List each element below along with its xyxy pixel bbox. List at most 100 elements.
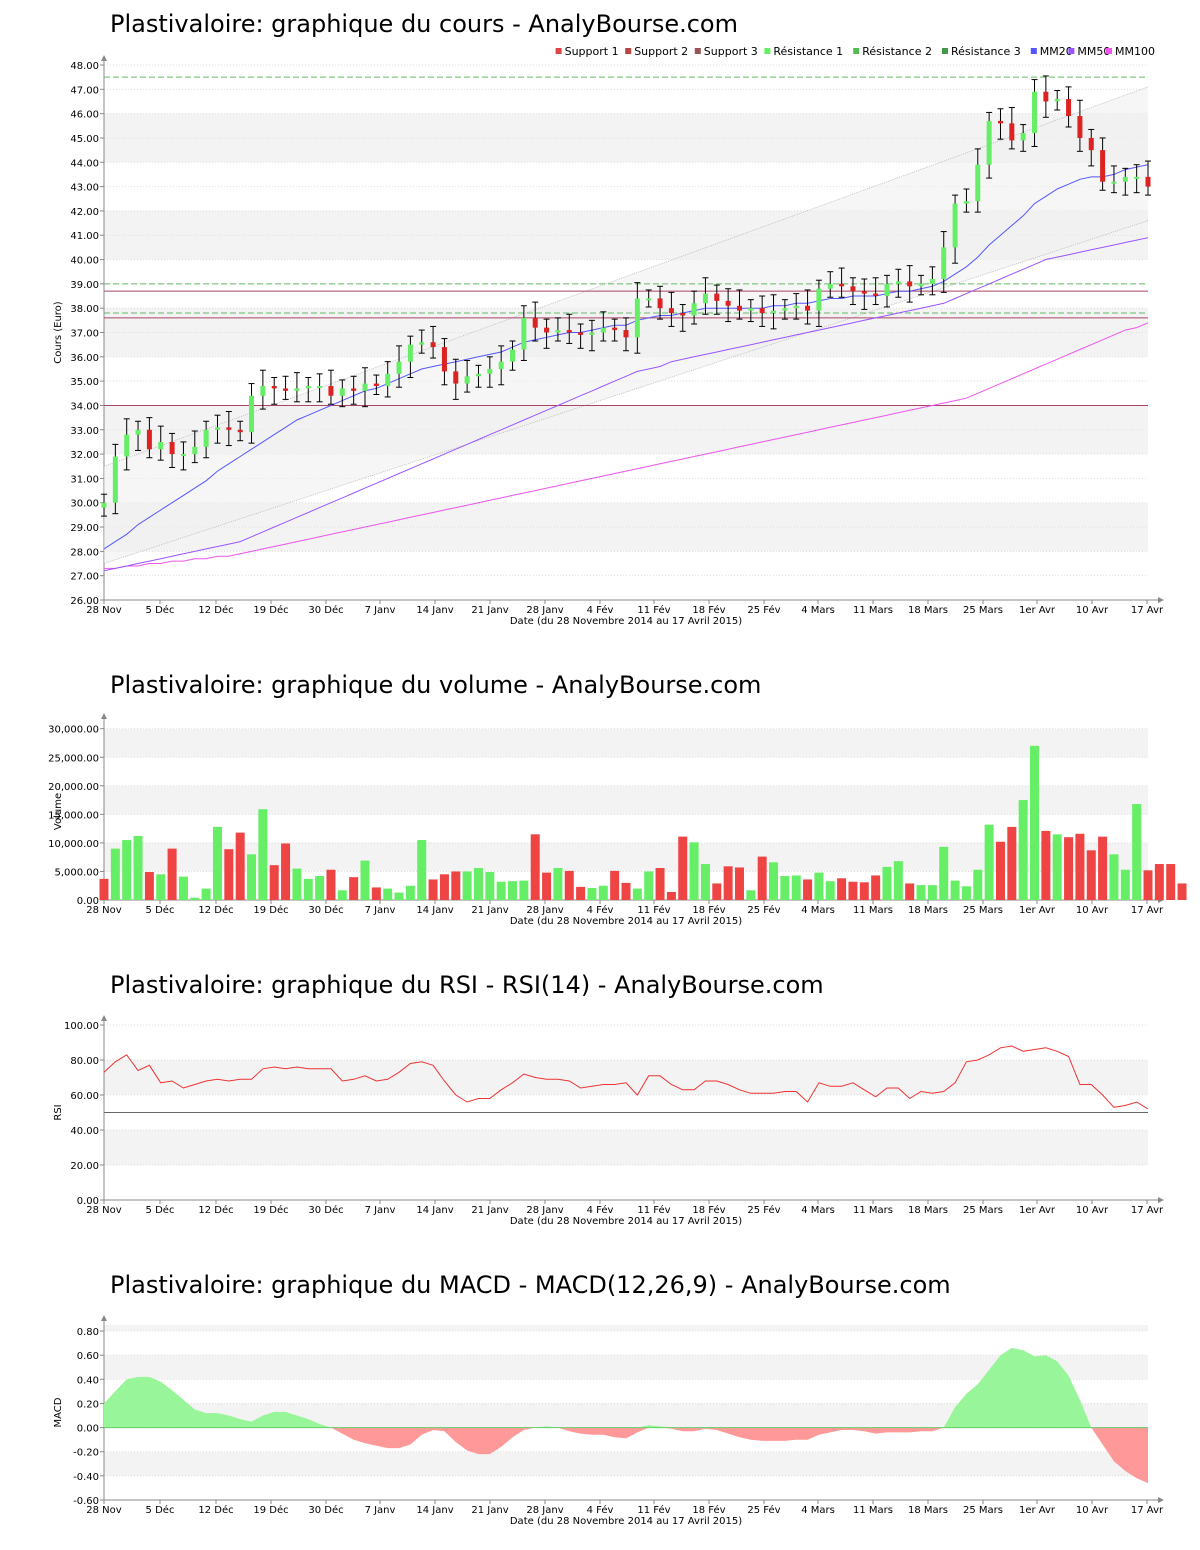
volume-bar: [1007, 826, 1017, 900]
price-y-tick-label: 36.00: [70, 353, 99, 364]
volume-bar: [224, 849, 234, 900]
volume-x-tick-label: 5 Déc: [146, 904, 175, 916]
macd-x-tick-label: 17 Avr: [1131, 1505, 1164, 1516]
volume-bar: [462, 871, 472, 900]
price-candle-body: [759, 308, 765, 314]
price-candle-body: [203, 429, 209, 447]
volume-bar: [700, 864, 710, 900]
volume-x-tick-label: 28 Nov: [86, 905, 122, 916]
rsi-y-tick-label: 40.00: [70, 1126, 99, 1137]
price-candle-body: [975, 164, 981, 202]
volume-bar: [439, 874, 449, 900]
volume-bar: [837, 878, 847, 900]
volume-x-tick-label: 18 Mars: [908, 905, 948, 916]
macd-x-tick-label: 28 Nov: [86, 1505, 122, 1516]
volume-bar: [371, 887, 381, 900]
volume-bar: [247, 854, 257, 900]
volume-x-tick-label: 12 Déc: [198, 904, 233, 916]
macd-y-tick-label: 0.00: [77, 1424, 99, 1435]
price-candle-body: [1077, 116, 1083, 138]
volume-bar: [1120, 869, 1130, 900]
price-y-tick-label: 32.00: [70, 450, 99, 461]
rsi-x-tick-label: 7 Janv: [365, 1205, 396, 1216]
price-candle-body: [952, 203, 958, 248]
price-candle-body: [612, 327, 618, 331]
price-candle-body: [498, 361, 504, 369]
price-candle-body: [850, 286, 856, 292]
volume-bar: [337, 890, 347, 900]
rsi-band: [104, 1130, 1148, 1165]
legend-swatch-3: [764, 48, 771, 54]
volume-y-tick-label: 10,000.00: [48, 839, 99, 850]
legend-label-6: MM20: [1040, 45, 1073, 58]
volume-x-tick-label: 25 Fév: [747, 904, 780, 916]
price-candle-body: [112, 456, 118, 503]
price-y-axis-label: Cours (Euro): [53, 301, 64, 364]
price-candle-body: [260, 386, 266, 396]
price-candle-body: [1032, 91, 1038, 134]
volume-bar: [1143, 870, 1153, 900]
rsi-y-tick-label: 60.00: [70, 1091, 99, 1102]
volume-bar: [235, 832, 245, 900]
macd-band: [104, 1451, 1148, 1476]
price-candle-body: [146, 429, 152, 450]
volume-bar: [916, 885, 926, 900]
price-candle-body: [351, 388, 357, 391]
volume-bar: [508, 881, 518, 900]
macd-positive-area: [104, 1347, 1148, 1428]
volume-bar: [678, 836, 688, 900]
macd-x-tick-label: 18 Fév: [692, 1504, 725, 1516]
volume-bar: [893, 861, 903, 900]
price-candle-body: [1122, 176, 1128, 182]
volume-bar: [621, 882, 631, 900]
macd-y-tick-label: -0.20: [73, 1448, 99, 1459]
price-x-arrow: [1158, 597, 1164, 603]
price-x-tick-label: 30 Déc: [308, 604, 343, 616]
price-y-tick-label: 46.00: [70, 110, 99, 121]
price-candle-body: [532, 317, 538, 328]
price-candle-body: [192, 446, 198, 455]
volume-bar: [576, 886, 586, 900]
price-x-tick-label: 25 Mars: [963, 605, 1003, 616]
volume-y-tick-label: 0.00: [77, 896, 99, 907]
price-candle-body: [986, 120, 992, 165]
rsi-x-tick-label: 25 Fév: [747, 1204, 780, 1216]
volume-bar: [791, 875, 801, 900]
volume-y-tick-label: 30,000.00: [48, 725, 99, 736]
volume-bar: [258, 809, 268, 900]
price-candle-body: [396, 361, 402, 374]
macd-y-tick-label: 0.80: [77, 1327, 99, 1338]
price-candle-body: [839, 283, 845, 287]
volume-bar: [1109, 854, 1119, 900]
price-x-tick-label: 18 Mars: [908, 605, 948, 616]
rsi-line: [103, 1045, 1149, 1110]
volume-bar: [99, 878, 109, 900]
volume-bar: [417, 840, 427, 900]
macd-x-tick-label: 21 Janv: [471, 1505, 508, 1516]
price-x-tick-label: 11 Fév: [637, 604, 670, 616]
volume-bar: [927, 885, 937, 900]
volume-bar: [542, 872, 552, 900]
volume-y-tick-label: 15,000.00: [48, 810, 99, 821]
price-candle-body: [566, 330, 572, 333]
volume-bar: [122, 840, 132, 900]
price-x-tick-label: 10 Avr: [1076, 605, 1109, 616]
volume-bar: [212, 826, 222, 900]
macd-x-tick-label: 12 Déc: [198, 1504, 233, 1516]
macd-x-tick-label: 19 Déc: [253, 1504, 288, 1516]
legend-swatch-5: [942, 48, 948, 54]
volume-x-tick-label: 10 Avr: [1076, 905, 1109, 916]
price-candle-body: [1009, 123, 1015, 141]
volume-bar: [281, 843, 291, 900]
price-candle-body: [816, 288, 822, 311]
price-candle-body: [646, 298, 652, 301]
legend-label-8: MM100: [1115, 45, 1155, 58]
price-y-tick-label: 44.00: [70, 158, 99, 169]
rsi-y-tick-label: 80.00: [70, 1056, 99, 1067]
rsi-x-tick-label: 25 Mars: [963, 1205, 1003, 1216]
price-x-tick-label: 21 Janv: [471, 605, 508, 616]
price-y-tick-label: 40.00: [70, 256, 99, 267]
price-y-tick-label: 45.00: [70, 134, 99, 145]
volume-bar: [803, 879, 813, 900]
price-candle-body: [283, 388, 289, 391]
